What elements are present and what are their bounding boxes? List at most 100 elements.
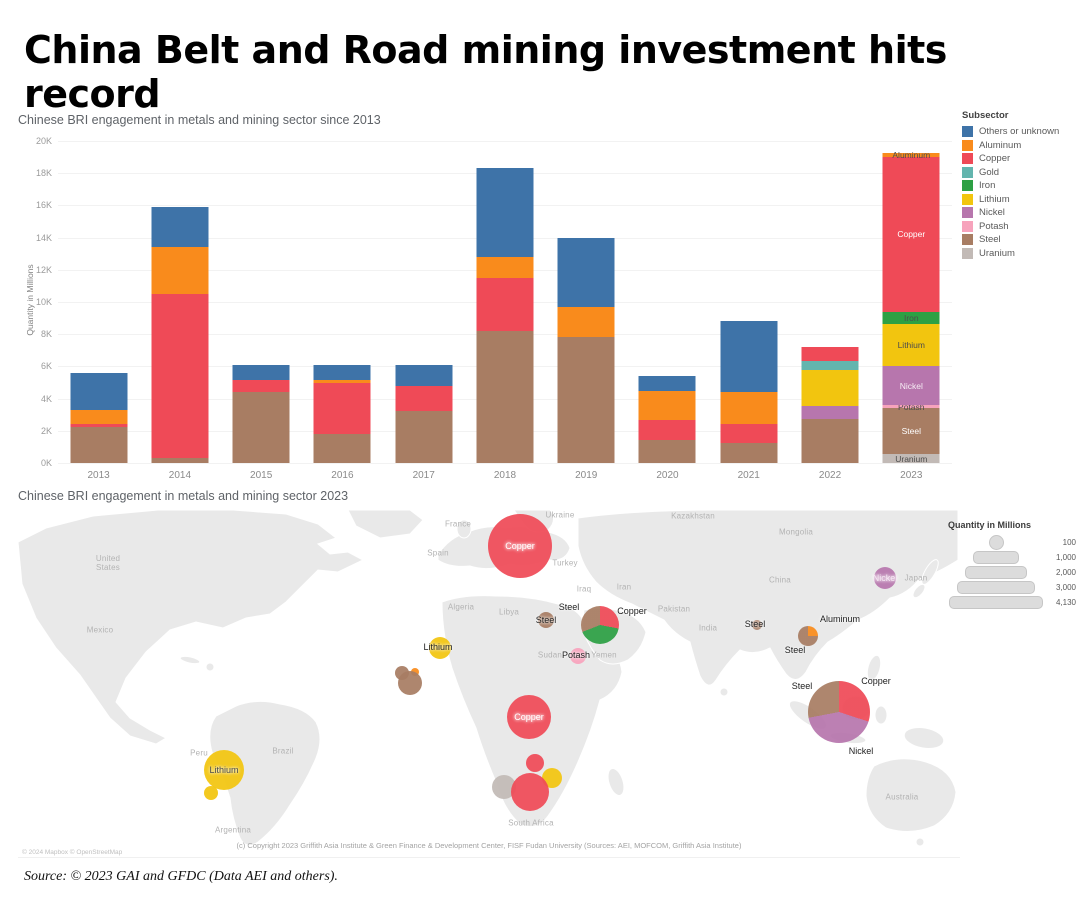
x-tick-year: 2023 [900,470,923,481]
bar-segment-steel[interactable] [638,439,696,463]
bar-segment-others-or-unknown[interactable] [720,321,778,393]
map-bubble-lithium-bolivia-small[interactable] [204,786,218,800]
map-bubble-pie-indonesia[interactable] [808,681,870,743]
map-bubble-steel-egypt[interactable] [538,612,554,628]
tasmania [915,837,925,847]
bar-segment-aluminum[interactable] [151,247,209,294]
bar-segment-steel[interactable] [720,442,778,463]
stacked-bar-2015[interactable] [232,364,290,463]
bar-segment-copper[interactable] [801,347,859,361]
bar-segment-aluminum[interactable] [70,409,128,425]
bar-segment-copper[interactable]: Copper [882,157,940,312]
stacked-bar-2020[interactable] [638,376,696,463]
bar-segment-others-or-unknown[interactable] [151,207,209,248]
map-bubble-steel-bangladesh[interactable] [752,620,762,630]
legend-item-uranium[interactable]: Uranium [962,247,1078,259]
bar-segment-aluminum[interactable] [720,392,778,425]
bar-segment-copper[interactable] [720,424,778,443]
bar-segment-lithium[interactable]: Lithium [882,323,940,367]
stacked-bar-2013[interactable] [70,372,128,463]
bar-segment-steel[interactable] [313,434,371,463]
x-tick-year: 2014 [168,470,192,481]
stacked-bar-2017[interactable] [395,364,453,463]
legend-item-copper[interactable]: Copper [962,153,1078,164]
map-bubble-pie-saudi-arabia[interactable] [581,606,619,644]
legend-item-iron[interactable]: Iron [962,180,1078,191]
bar-segment-gold[interactable] [801,360,859,371]
stacked-bar-2021[interactable] [720,321,778,463]
map-bubble-copper-southern-africa[interactable] [511,773,549,811]
bar-segment-steel[interactable] [801,418,859,463]
bar-segment-aluminum[interactable] [476,256,534,278]
bar-segment-steel[interactable] [151,458,209,463]
stacked-bar-2019[interactable] [557,237,615,463]
legend-item-steel[interactable]: Steel [962,234,1078,245]
bar-segment-lithium[interactable] [801,370,859,406]
british-isles [456,519,472,539]
stacked-bar-2014[interactable] [151,207,209,463]
map-bubble-copper-congo[interactable] [507,695,551,739]
legend-swatch [962,166,973,178]
legend-item-nickel[interactable]: Nickel [962,207,1078,218]
bar-segment-aluminum[interactable] [638,391,696,420]
map-bubble-lithium-mali[interactable] [429,637,451,659]
bubble-label: Copper [861,676,891,686]
bar-segment-others-or-unknown[interactable] [395,364,453,386]
map-bubble-copper-zambia-small[interactable] [526,754,544,772]
legend-swatch [962,153,973,164]
bar-segment-others-or-unknown[interactable] [476,168,534,257]
map-bubble-nickel-korea[interactable] [874,567,896,589]
map-bubble-lithium-south-america[interactable] [204,750,244,790]
bar-segment-others-or-unknown[interactable] [70,372,128,410]
bar-segment-aluminum[interactable]: Aluminum [882,151,940,159]
map-bubble-steel-guinea[interactable] [398,671,422,695]
bar-segment-copper[interactable] [70,424,128,427]
legend-swatch [962,247,973,259]
legend-item-gold[interactable]: Gold [962,166,1078,178]
legend-item-potash[interactable]: Potash [962,220,1078,232]
bar-segment-steel[interactable] [557,337,615,463]
bar-segment-others-or-unknown[interactable] [232,364,290,381]
legend-label: Potash [979,220,1009,232]
bar-segment-nickel[interactable] [801,405,859,419]
bar-segment-aluminum[interactable] [557,306,615,338]
bar-segment-potash[interactable]: Potash [882,402,940,410]
bar-segment-uranium[interactable]: Uranium [882,454,940,463]
bar-segment-steel[interactable] [476,330,534,463]
bar-segment-copper[interactable] [232,380,290,393]
legend-item-aluminum[interactable]: Aluminum [962,139,1078,151]
bar-segment-copper[interactable] [313,382,371,435]
size-legend-value: 4,130 [1055,598,1076,607]
bar-segment-steel[interactable] [395,411,453,463]
legend-item-others-or-unknown[interactable]: Others or unknown [962,126,1078,137]
map-bubble-pie-vietnam[interactable] [798,626,818,646]
stacked-bar-2018[interactable] [476,168,534,463]
map-bubble-potash-horn-of-africa[interactable] [570,648,586,664]
bar-segment-others-or-unknown[interactable] [557,237,615,307]
stacked-bar-2016[interactable] [313,364,371,463]
greenland [347,510,424,539]
bar-segment-copper[interactable] [638,419,696,440]
bar-segment-steel[interactable] [232,392,290,463]
legend-label: Uranium [979,247,1015,259]
bar-segment-nickel[interactable]: Nickel [882,366,940,406]
bar-segment-others-or-unknown[interactable] [638,376,696,392]
map-bubble-copper-europe[interactable] [488,514,552,578]
legend-item-lithium[interactable]: Lithium [962,193,1078,205]
stacked-bar-2022[interactable] [801,347,859,463]
bar-segment-copper[interactable] [395,385,453,412]
sri-lanka [719,687,729,697]
bar-segment-iron[interactable]: Iron [882,311,940,324]
bar-segment-steel[interactable]: Steel [882,408,940,455]
bar-column-2023: Uranium Steel Potash Nickel Lithium Iron Coppe… [871,141,952,481]
bar-segment-steel[interactable] [70,426,128,463]
bar-segment-others-or-unknown[interactable] [313,364,371,381]
bar-segment-copper[interactable] [476,277,534,331]
x-tick-year: 2022 [818,470,842,481]
y-tick: 18K [35,168,52,179]
bar-segment-aluminum[interactable] [313,380,371,383]
stacked-bar-2023[interactable]: Uranium Steel Potash Nickel Lithium Iron Coppe… [882,151,940,463]
y-tick: 14K [35,232,52,243]
bar-segment-copper[interactable] [151,293,209,459]
country-label: Pakistan [657,604,691,614]
